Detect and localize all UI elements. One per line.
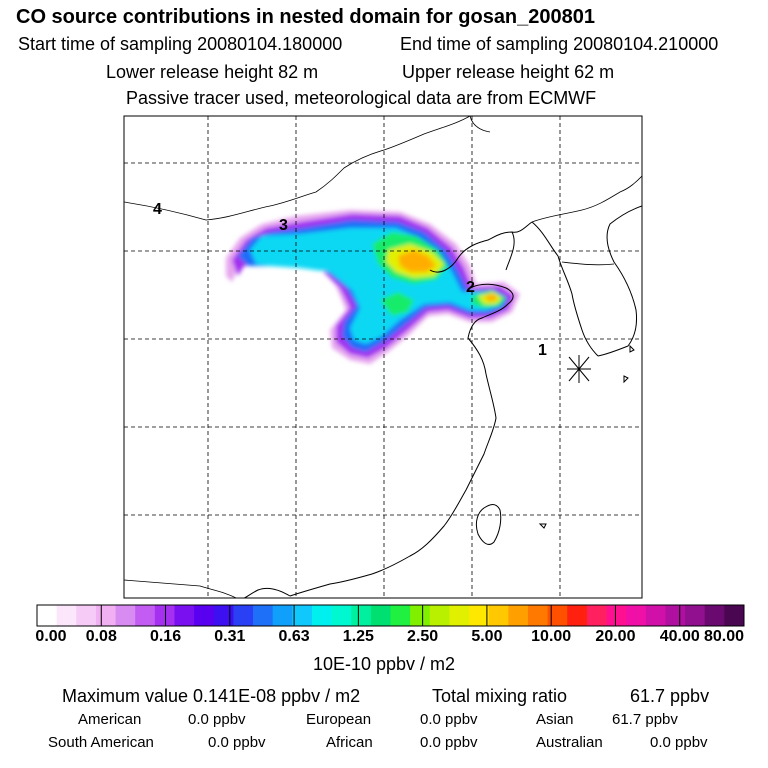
marker-3: 3 [279,217,288,234]
coast-korea-west [531,221,599,357]
colorbar-frame [36,604,745,627]
plume-contour-orange [398,250,498,302]
african-label: African [326,734,373,751]
colorbar-swatch [547,605,568,626]
marker-4: 4 [153,201,162,218]
receptor-asterisk-icon [567,355,591,383]
coast-islands [538,344,635,529]
border-china-russia [469,116,491,133]
colorbar-swatch [95,605,117,626]
colorbar-tick-label: 2.50 [407,628,439,645]
colorbar-units: 10E-10 ppbv / m2 [312,654,456,674]
coast-taiwan [475,504,502,545]
african-value: 0.0 ppbv [420,734,478,751]
upper-release-height-label: Upper release height 62 m [402,62,615,82]
colorbar-swatch [37,605,58,626]
coast-shandong [467,283,514,339]
colorbar-tick-label: 0.08 [85,628,117,645]
coast-korea-east [597,205,642,357]
colorbar-swatch [508,605,529,626]
colorbar-swatch [351,605,372,626]
colorbar-swatch [488,605,509,626]
colorbar-tick-label: 10.00 [531,628,572,645]
colorbar-swatch [311,605,333,626]
colorbar-swatch [194,605,215,626]
end-time-label: End time of sampling 20080104.210000 [400,34,719,54]
coast-bohai-china [429,221,533,273]
colorbar-swatch [685,605,706,626]
american-label: American [78,711,142,728]
colorbar-swatch [76,605,97,626]
colorbar-tick-label: 0.63 [278,628,310,645]
colorbar-swatch [213,605,234,626]
total-mixing-ratio-label: Total mixing ratio [432,686,568,706]
american-value: 0.0 ppbv [188,711,246,728]
colorbar-tick-label: 80.00 [703,628,745,645]
colorbar-swatch [626,605,647,626]
colorbar-swatch [292,605,313,626]
border-nkorea-skorea [561,261,615,266]
colorbar-swatch [704,605,725,626]
colorbar-swatch [606,605,627,626]
country-borders [124,116,642,598]
colorbar-swatch [429,605,450,626]
colorbar-tick-label: 0.00 [35,628,67,645]
european-label: European [306,711,372,728]
colorbar-swatch [724,605,745,626]
colorbar-swatch [253,605,274,626]
total-mixing-ratio-value: 61.7 ppbv [630,686,710,706]
asian-label: Asian [536,711,574,728]
chart-title: CO source contributions in nested domain… [16,6,596,28]
map-frame [123,115,643,599]
colorbar-tick-label: 20.00 [595,628,636,645]
border-china-korea [531,175,642,223]
colorbar-swatch [272,605,293,626]
colorbar-swatch [233,605,254,626]
colorbar-tick-label: 1.25 [342,628,374,645]
border-china-mongolia [124,116,471,221]
colorbar-tick-label: 0.31 [214,628,246,645]
colorbar-swatch [527,605,549,626]
maximum-value-label: Maximum value 0.141E-08 ppbv / m2 [62,686,361,706]
european-value: 0.0 ppbv [420,711,478,728]
border-china-vietnam [124,579,238,598]
colorbar-tick-label: 5.00 [471,628,503,645]
marker-1: 1 [538,342,547,359]
asian-value: 61.7 ppbv [612,711,678,728]
colorbar-tick-label: 40.00 [659,628,700,645]
coast-east-china [289,337,497,597]
colorbar-swatch [154,605,175,626]
graticule [124,116,642,598]
coastlines [243,205,642,598]
colorbar-swatch [410,605,431,626]
plume-layer [124,116,642,598]
colorbar-swatch [645,605,666,626]
colorbar-swatch [331,605,352,626]
colorbar-swatch [115,605,136,626]
colorbar-tick-label: 0.16 [149,628,182,645]
start-time-label: Start time of sampling 20080104.180000 [18,34,343,54]
colorbar [36,605,745,626]
south-american-value: 0.0 ppbv [208,734,266,751]
colorbar-swatch [56,605,77,626]
tracer-info-label: Passive tracer used, meteorological data… [126,88,597,108]
colorbar-swatch [665,605,686,626]
marker-2: 2 [466,279,475,296]
south-american-label: South American [48,734,154,751]
colorbar-swatch [449,605,470,626]
colorbar-swatch [469,605,490,626]
colorbar-swatch [586,605,608,626]
lower-release-height-label: Lower release height 82 m [106,62,319,82]
colorbar-swatch [390,605,411,626]
australian-value: 0.0 ppbv [650,734,708,751]
colorbar-swatch [135,605,156,626]
colorbar-swatch [370,605,391,626]
australian-label: Australian [536,734,603,751]
colorbar-swatch [567,605,588,626]
colorbar-swatch [174,605,195,626]
